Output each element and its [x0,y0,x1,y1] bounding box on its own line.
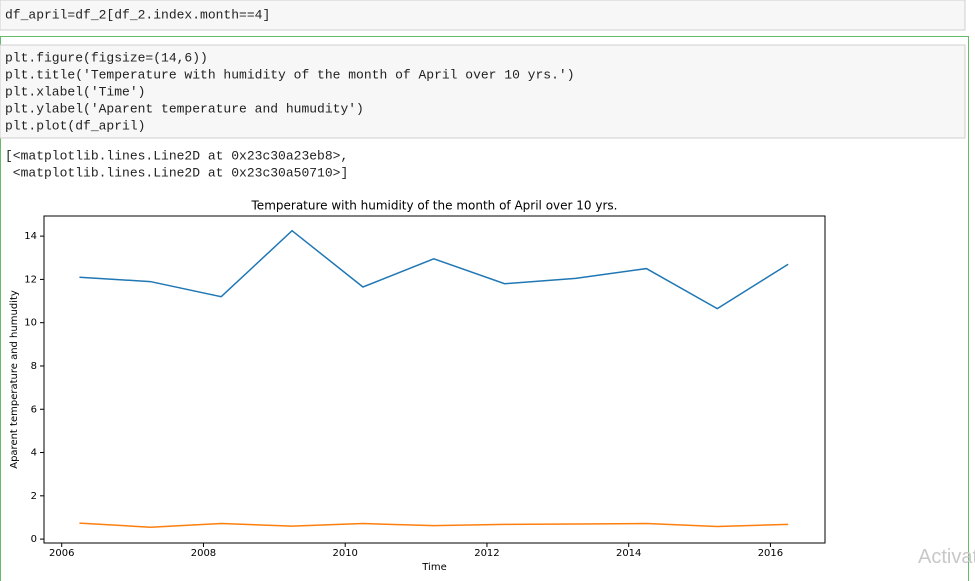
y-tick-label: 14 [24,231,37,242]
data-line [79,522,789,528]
code-line: plt.ylabel('Aparent temperature and humu… [5,101,364,116]
y-tick-label: 2 [31,491,37,502]
output-line: <matplotlib.lines.Line2D at 0x23c30a5071… [5,165,348,180]
x-axis-label: Time [421,562,446,573]
code-line: plt.plot(df_april) [5,118,145,133]
y-tick-label: 0 [31,534,37,545]
code-line: plt.xlabel('Time') [5,84,145,99]
plot-area [43,215,826,544]
y-tick-label: 10 [24,318,37,329]
x-tick-label: 2012 [474,548,499,559]
watermark: Activat [918,546,975,568]
y-tick-label: 12 [24,274,37,285]
code-line: plt.figure(figsize=(14,6)) [5,50,208,65]
x-tick-label: 2014 [616,548,641,559]
code-cell[interactable] [0,0,966,31]
data-line [79,229,789,310]
code-cell[interactable] [0,44,966,139]
y-tick-label: 6 [31,404,37,415]
chart-title: Temperature with humidity of the month o… [251,199,618,213]
y-axis-label: Aparent temperature and humudity [9,290,20,469]
y-tick-label: 8 [31,361,37,372]
x-tick-label: 2008 [191,548,216,559]
output-line: [<matplotlib.lines.Line2D at 0x23c30a23e… [5,148,348,163]
x-tick-label: 2006 [49,548,74,559]
x-tick-label: 2010 [332,548,357,559]
code-line: df_april=df_2[df_2.index.month==4] [5,7,270,22]
selected-cell[interactable] [0,36,969,581]
x-tick-label: 2016 [758,548,783,559]
y-tick-label: 4 [31,448,37,459]
code-line: plt.title('Temperature with humidity of … [5,67,575,82]
